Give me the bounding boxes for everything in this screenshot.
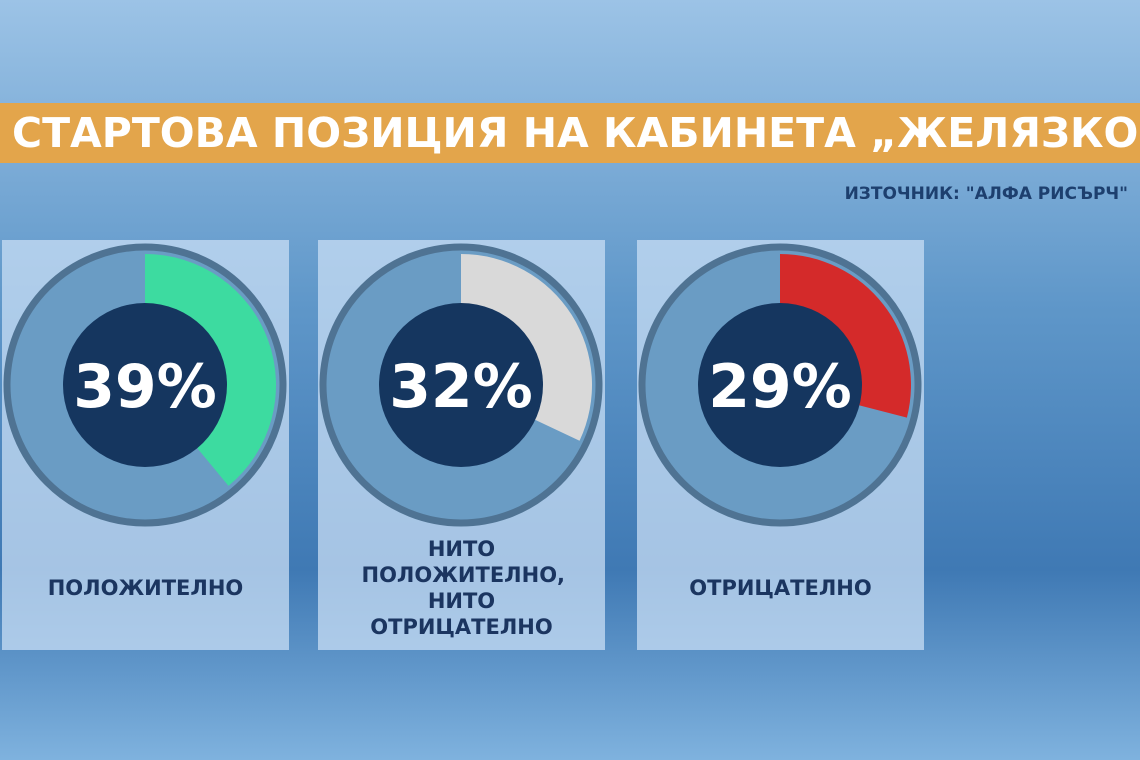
category-label: ОТРИЦАТЕЛНО [689,576,872,600]
title-bar [0,103,1140,163]
center-disk [63,303,227,467]
title: СТАРТОВА ПОЗИЦИЯ НА КАБИНЕТА „ЖЕЛЯЗКОВ“ [12,109,1140,157]
source: ИЗТОЧНИК: "АЛФА РИСЪРЧ" [844,184,1128,204]
center-disk [698,303,862,467]
value-label: 32% [389,352,533,422]
donut-segment [461,254,592,441]
category-label: ПОЛОЖИТЕЛНО [47,576,244,600]
category-label: НИТО ПОЛОЖИТЕЛНО, НИТО ОТРИЦАТЕЛНО [361,537,566,639]
value-label: 29% [708,352,852,422]
center-disk [379,303,543,467]
value-label: 39% [73,352,217,422]
